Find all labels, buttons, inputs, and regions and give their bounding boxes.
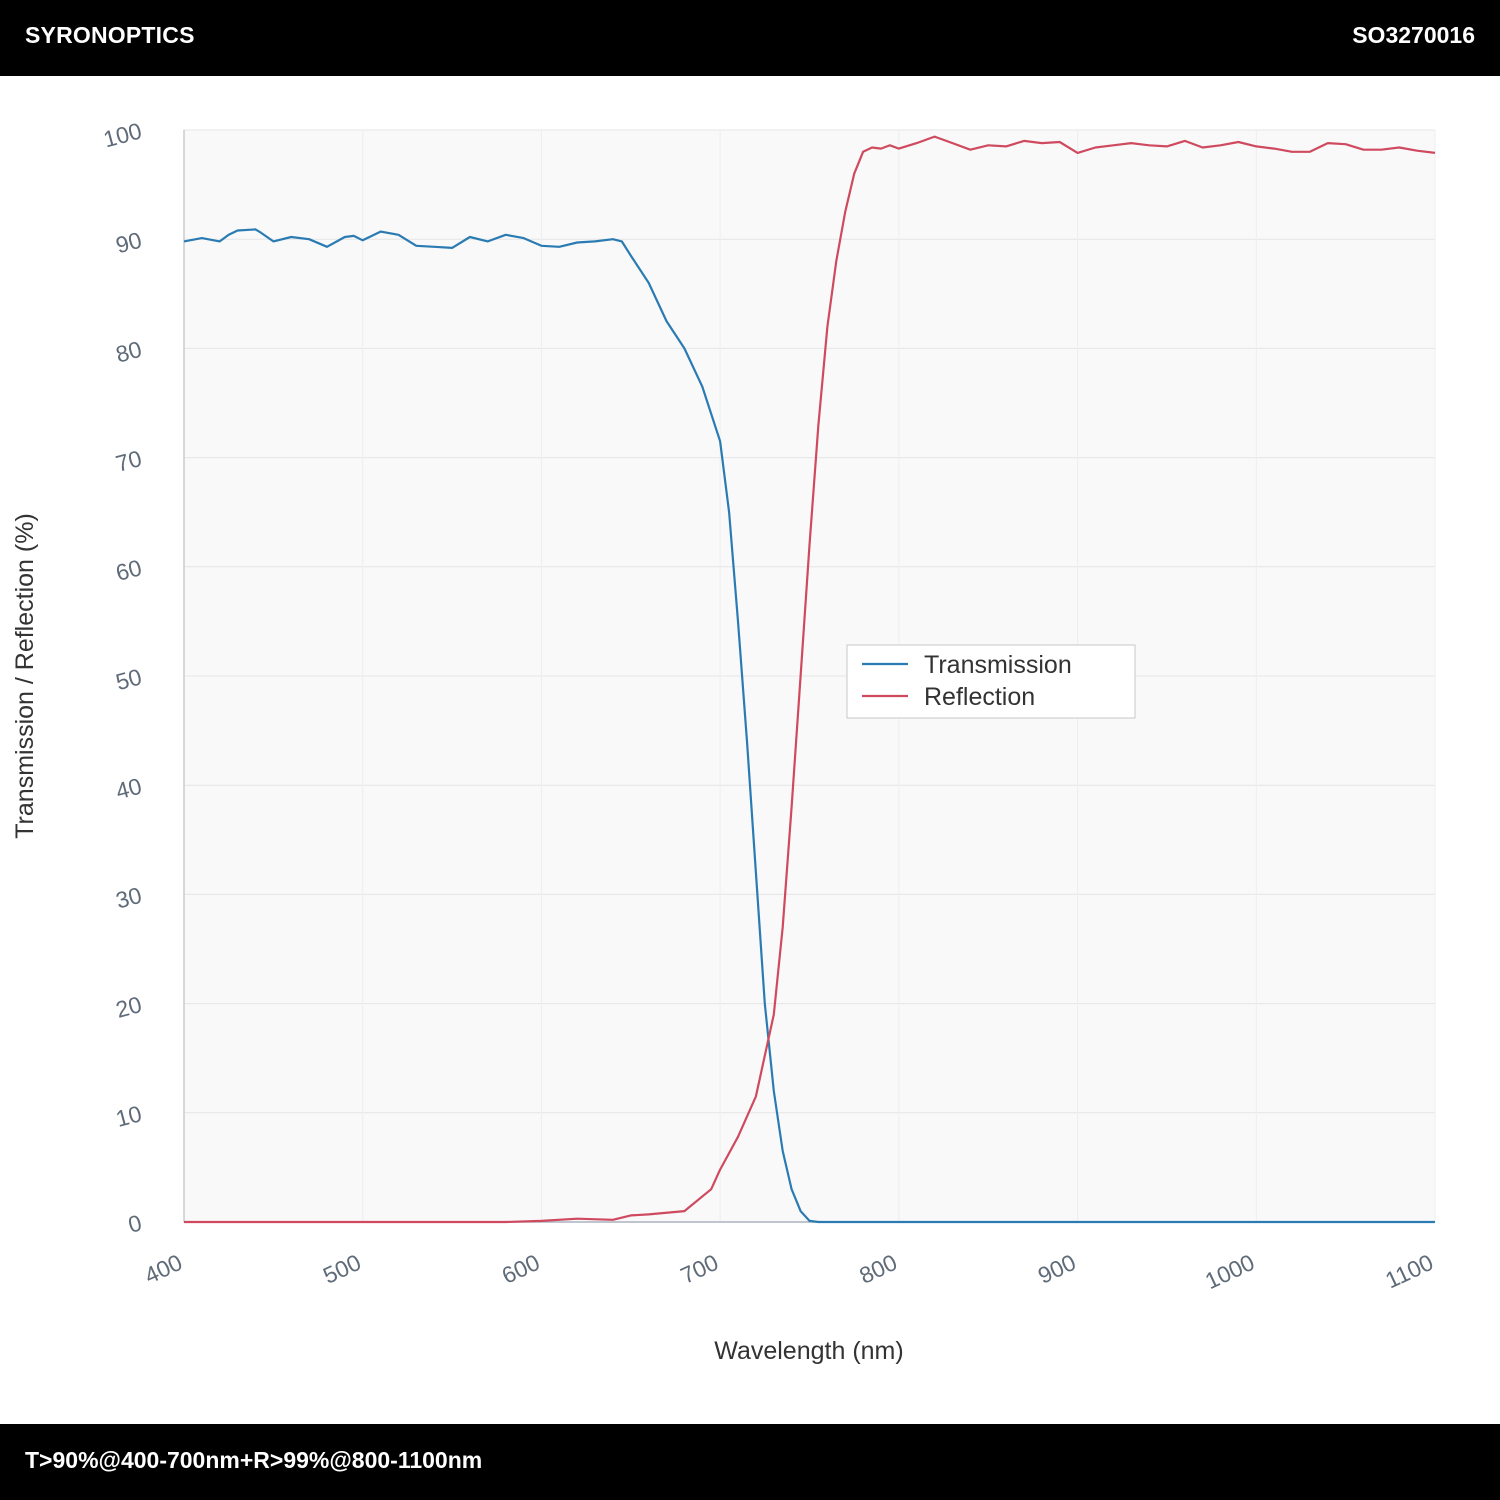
y-tick-label: 90 bbox=[113, 227, 144, 259]
x-tick-label: 400 bbox=[140, 1249, 186, 1289]
y-tick-label: 60 bbox=[113, 554, 144, 586]
legend-box bbox=[846, 644, 1136, 719]
y-tick-label: 0 bbox=[125, 1209, 144, 1237]
x-axis-title: Wavelength (nm) bbox=[714, 1337, 903, 1365]
series-transmission-line bbox=[183, 228, 1435, 1224]
series-lines bbox=[183, 135, 1436, 1224]
x-tick-label: 1000 bbox=[1201, 1249, 1258, 1294]
header-bar: SYRONOPTICS SO3270016 bbox=[0, 0, 1500, 76]
y-tick-label: 10 bbox=[113, 1100, 144, 1132]
x-tick-label: 900 bbox=[1034, 1249, 1080, 1289]
y-axis-title: Transmission / Reflection (%) bbox=[11, 513, 39, 839]
x-tick-label: 500 bbox=[319, 1249, 365, 1289]
x-tick-label: 1100 bbox=[1381, 1249, 1437, 1293]
legend-label-transmission: Transmission bbox=[924, 651, 1072, 679]
y-tick-label: 80 bbox=[113, 336, 144, 368]
y-tick-label: 30 bbox=[113, 882, 144, 914]
x-tick-label: 700 bbox=[676, 1249, 722, 1289]
series-reflection-line bbox=[184, 135, 1436, 1224]
spec-summary: T>90%@400-700nm+R>99%@800-1100nm bbox=[25, 1447, 483, 1473]
legend-label-reflection: Reflection bbox=[924, 683, 1035, 711]
footer-bar: T>90%@400-700nm+R>99%@800-1100nm bbox=[0, 1424, 1500, 1500]
legend: Transmission Reflection bbox=[846, 644, 1136, 719]
product-sku: SO3270016 bbox=[1352, 22, 1475, 48]
y-tick-label: 40 bbox=[113, 773, 144, 805]
y-tick-labels: 0 10 20 30 40 50 60 70 80 90 100 bbox=[101, 117, 145, 1237]
x-tick-labels: 400 500 600 700 800 900 1000 1100 bbox=[140, 1249, 1437, 1294]
y-tick-label: 20 bbox=[113, 991, 144, 1023]
y-tick-label: 70 bbox=[113, 445, 144, 477]
brand-name: SYRONOPTICS bbox=[25, 22, 195, 48]
y-tick-label: 50 bbox=[113, 663, 144, 695]
x-tick-label: 600 bbox=[498, 1249, 544, 1289]
x-tick-label: 800 bbox=[855, 1249, 901, 1289]
y-tick-label: 100 bbox=[101, 117, 145, 152]
